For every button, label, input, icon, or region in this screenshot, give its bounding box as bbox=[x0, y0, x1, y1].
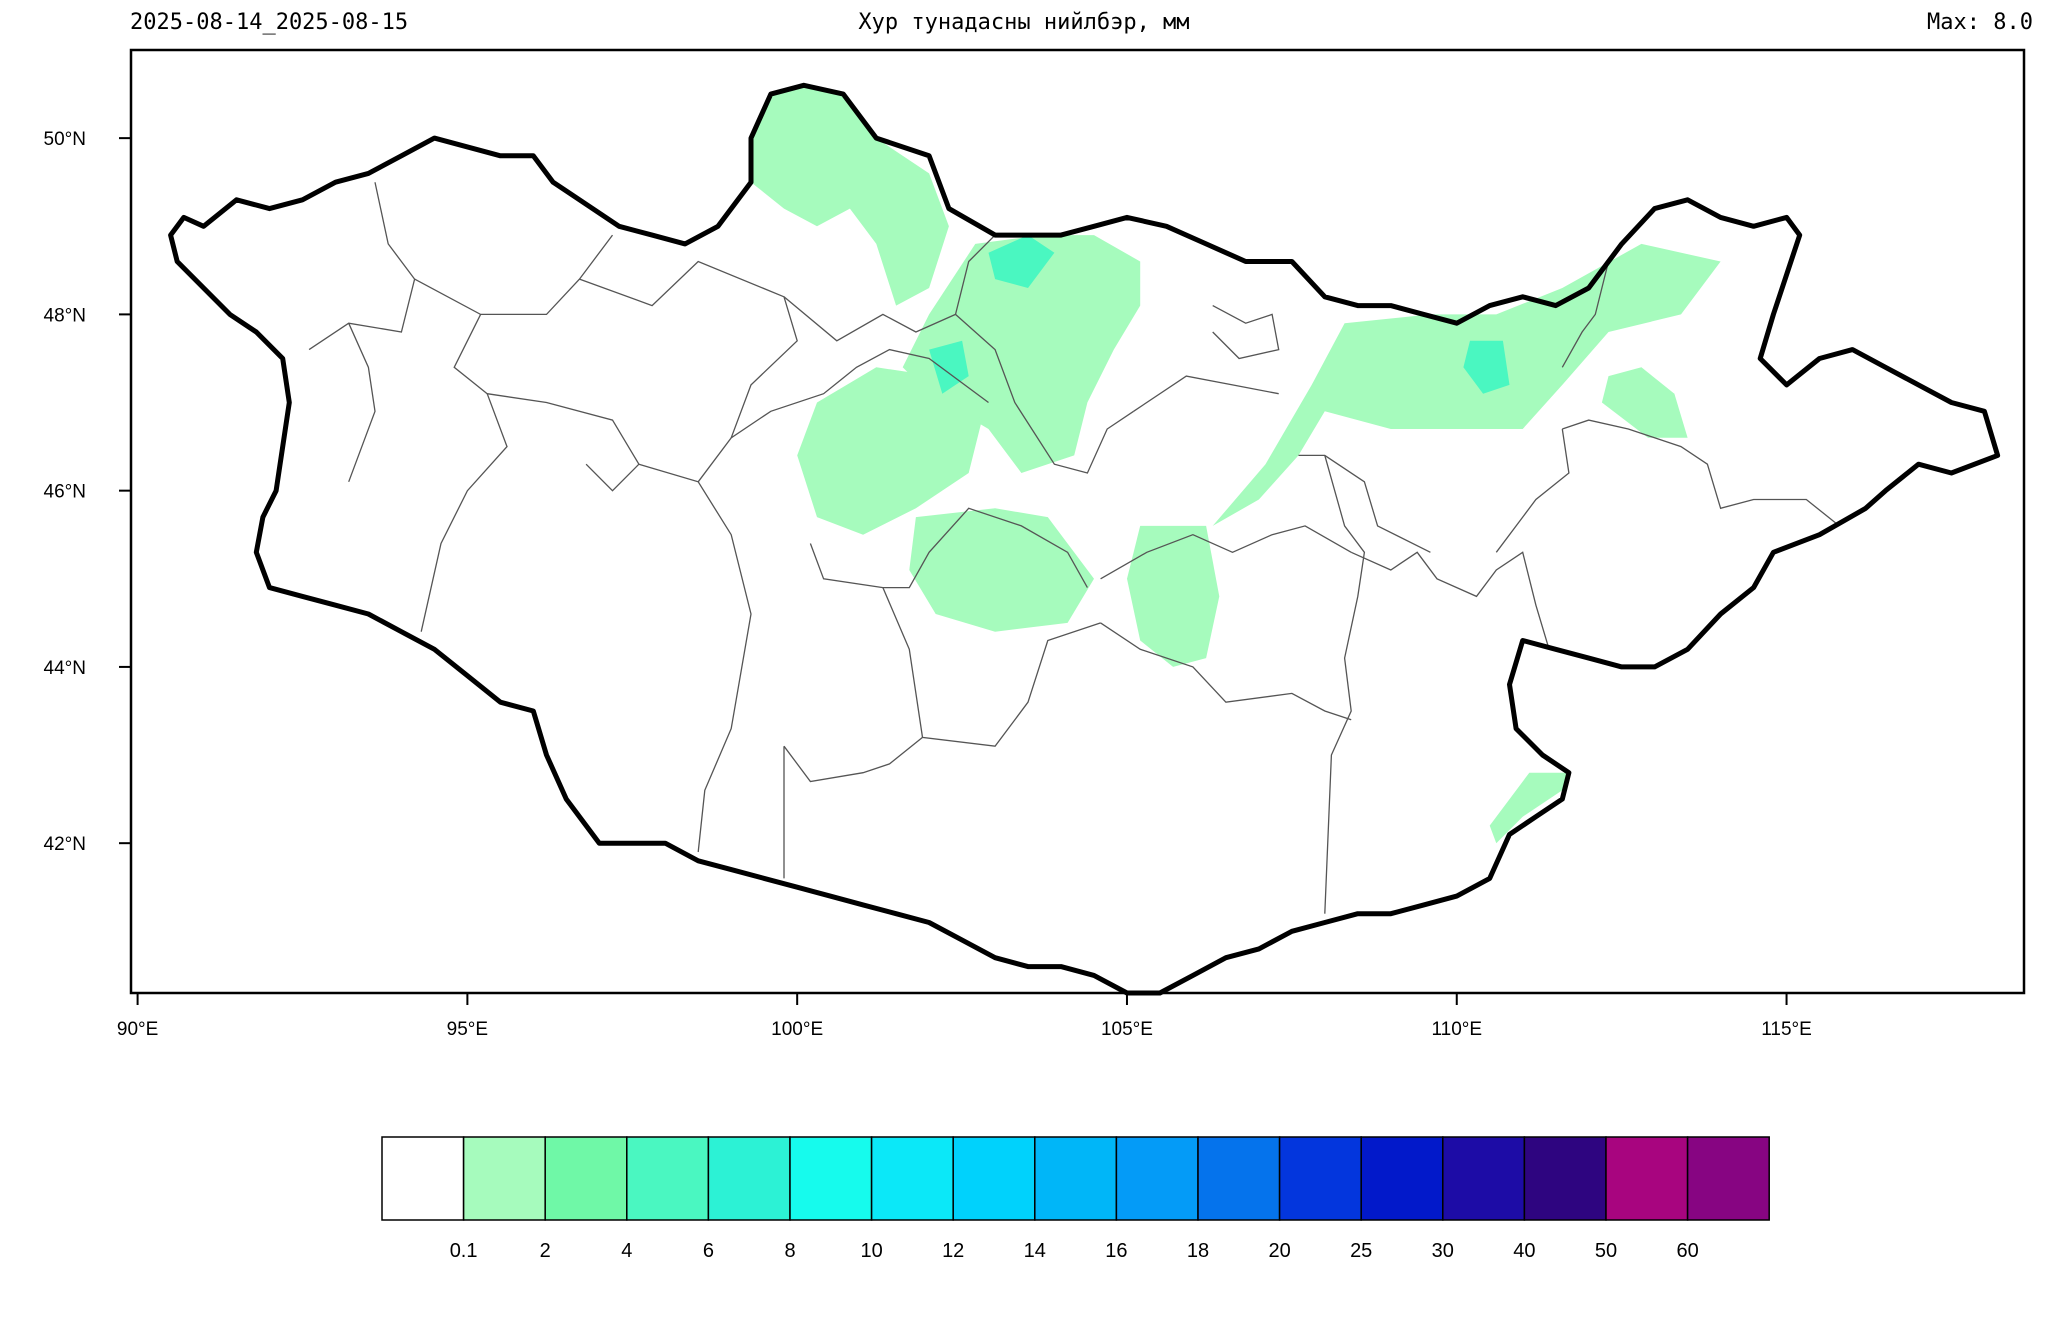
colorbar-swatch bbox=[1605, 1136, 1689, 1221]
province-boundary-line bbox=[1133, 375, 1279, 412]
lat-tick-label: 50°N bbox=[44, 129, 86, 150]
colorbar-label: 50 bbox=[1595, 1240, 1617, 1262]
colorbar-swatch bbox=[626, 1136, 710, 1221]
map-frame bbox=[129, 48, 2026, 995]
colorbar-swatch bbox=[1360, 1136, 1444, 1221]
colorbar-label: 8 bbox=[784, 1240, 795, 1262]
province-boundaries bbox=[308, 182, 1840, 914]
province-boundary-line bbox=[1561, 261, 1610, 368]
province-boundary-line bbox=[955, 313, 1134, 474]
precip-region-dornod-spot bbox=[1601, 367, 1688, 438]
province-boundary-line bbox=[420, 393, 508, 632]
lat-tick-label: 44°N bbox=[44, 658, 86, 679]
colorbar-label: 0.1 bbox=[450, 1240, 478, 1262]
colorbar-swatch bbox=[1197, 1136, 1281, 1221]
province-boundary-line bbox=[697, 348, 989, 483]
province-boundary-line bbox=[809, 507, 1088, 589]
colorbar-label: 30 bbox=[1432, 1240, 1454, 1262]
province-boundary-line bbox=[453, 314, 640, 465]
colorbar-swatch bbox=[1034, 1136, 1118, 1221]
province-boundary-line bbox=[1350, 551, 1550, 650]
lon-tick-label: 110°E bbox=[1431, 1019, 1482, 1040]
precip-region-tuv-khentii bbox=[1212, 243, 1721, 526]
province-boundary-line bbox=[1212, 305, 1280, 360]
province-boundary-line bbox=[1100, 622, 1352, 721]
precip-region-sukhbaatar-south bbox=[1489, 772, 1569, 844]
national-border bbox=[168, 82, 2001, 996]
precipitation-fill-layer bbox=[751, 85, 1721, 844]
precip-region-khentii-core bbox=[1463, 340, 1510, 394]
axis-ticks: 90°E 95°E 100°E 105°E 110°E 115°E 42°N 44°N 46°N… bbox=[44, 129, 1812, 1040]
province-boundary-line bbox=[1562, 419, 1840, 527]
province-boundary-line bbox=[579, 260, 798, 439]
province-boundary-line bbox=[1100, 525, 1352, 580]
province-boundary-line bbox=[585, 463, 640, 492]
colorbar-swatch bbox=[544, 1136, 628, 1221]
colorbar-label: 6 bbox=[703, 1240, 714, 1262]
province-boundary-line bbox=[414, 234, 614, 316]
colorbar-swatch bbox=[789, 1136, 873, 1221]
precip-region-selenge-bulgan bbox=[902, 235, 1141, 473]
province-boundary-line bbox=[882, 587, 1101, 747]
lat-tick-label: 48°N bbox=[44, 305, 86, 326]
colorbar-label: 40 bbox=[1513, 1240, 1535, 1262]
lat-tick-label: 46°N bbox=[44, 482, 86, 503]
colorbar-label: 60 bbox=[1676, 1240, 1698, 1262]
lat-tick-label: 42°N bbox=[44, 834, 86, 855]
colorbar-swatch bbox=[381, 1136, 465, 1221]
colorbar: 0.1 2 4 6 8 10 12 14 16 18 20 25 30 40 50 60 bbox=[381, 1136, 1770, 1262]
lon-tick-label: 105°E bbox=[1101, 1019, 1153, 1040]
colorbar-label: 4 bbox=[621, 1240, 632, 1262]
lon-tick-label: 90°E bbox=[117, 1019, 158, 1040]
province-boundary-line bbox=[1495, 428, 1570, 553]
mongolia-border bbox=[168, 82, 2001, 996]
precip-region-arkhangai bbox=[797, 367, 982, 535]
lon-tick-label: 95°E bbox=[447, 1019, 488, 1040]
precip-region-selenge-core bbox=[988, 235, 1055, 288]
colorbar-label: 2 bbox=[540, 1240, 551, 1262]
map-title: Хур тунадасны нийлбэр, мм bbox=[858, 10, 1190, 35]
province-boundary-line bbox=[783, 234, 996, 342]
colorbar-label: 10 bbox=[860, 1240, 882, 1262]
colorbar-swatch bbox=[1686, 1136, 1770, 1221]
province-boundary-line bbox=[308, 182, 416, 351]
province-boundary-line bbox=[1324, 455, 1366, 914]
date-range-label: 2025-08-14_2025-08-15 bbox=[130, 10, 409, 35]
precip-region-uvurkhangai bbox=[909, 508, 1094, 632]
colorbar-swatch bbox=[1442, 1136, 1526, 1221]
colorbar-label: 25 bbox=[1350, 1240, 1372, 1262]
max-value-label: Max: 8.0 bbox=[1927, 10, 2033, 35]
colorbar-label: 16 bbox=[1105, 1240, 1127, 1262]
colorbar-swatch bbox=[1115, 1136, 1199, 1221]
colorbar-swatch bbox=[952, 1136, 1036, 1221]
province-boundary-line bbox=[783, 736, 923, 783]
province-boundary-line bbox=[348, 322, 376, 483]
colorbar-label: 14 bbox=[1024, 1240, 1046, 1262]
colorbar-label: 12 bbox=[942, 1240, 964, 1262]
colorbar-swatch bbox=[1278, 1136, 1362, 1221]
precip-region-dundgovi bbox=[1127, 525, 1220, 667]
colorbar-swatch bbox=[1523, 1136, 1607, 1221]
colorbar-swatch bbox=[462, 1136, 546, 1221]
lon-tick-label: 115°E bbox=[1761, 1019, 1812, 1040]
lon-tick-label: 100°E bbox=[771, 1019, 823, 1040]
colorbar-label: 20 bbox=[1268, 1240, 1290, 1262]
colorbar-label: 18 bbox=[1187, 1240, 1209, 1262]
colorbar-swatch bbox=[707, 1136, 791, 1221]
colorbar-swatch bbox=[870, 1136, 954, 1221]
province-boundary-line bbox=[638, 463, 752, 853]
precip-region-north-khuvsgul bbox=[751, 85, 949, 306]
province-boundary-line bbox=[1298, 454, 1431, 553]
